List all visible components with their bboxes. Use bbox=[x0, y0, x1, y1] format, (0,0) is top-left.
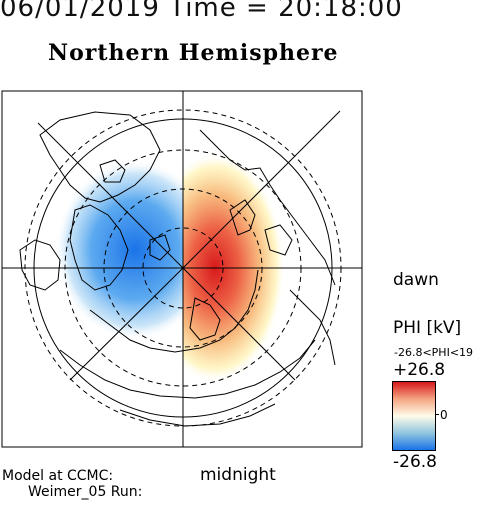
negative-potential-cell bbox=[55, 160, 183, 340]
map-border bbox=[1, 90, 363, 448]
local-time-lines bbox=[2, 91, 362, 447]
colorbar-zero-label: 0 bbox=[440, 408, 448, 422]
colorbar-min-label: -26.8 bbox=[393, 452, 437, 472]
midnight-label: midnight bbox=[200, 465, 276, 485]
colorbar bbox=[392, 381, 436, 451]
polar-map bbox=[1, 90, 363, 448]
date-time-title: 06/01/2019 Time = 20:18:00 bbox=[0, 0, 403, 23]
colorbar-max-label: +26.8 bbox=[393, 360, 446, 380]
dawn-label: dawn bbox=[393, 270, 439, 290]
run-label: Weimer_05 Run: bbox=[28, 484, 143, 500]
colorbar-zero-tick bbox=[435, 414, 439, 415]
hemisphere-title: Northern Hemisphere bbox=[48, 40, 339, 66]
colorbar-range: -26.8<PHI<19 bbox=[394, 346, 474, 359]
colorbar-title: PHI [kV] bbox=[393, 318, 462, 338]
model-label: Model at CCMC: bbox=[2, 468, 114, 484]
